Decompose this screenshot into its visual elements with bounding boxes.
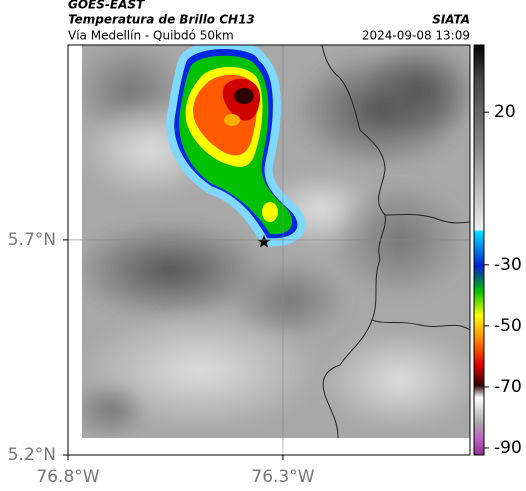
map-margin [68,45,82,455]
cloud-patch [224,114,240,126]
y-tick-label: 5.2°N [8,445,56,465]
colorbar [473,44,485,456]
colorbar-tick-label: -50 [494,316,522,336]
title: GOES-EAST [68,0,145,12]
x-tick-label: 76.3°W [251,467,314,487]
map-margin [68,438,470,455]
colorbar-tick-label: -90 [494,438,522,458]
border [322,319,373,438]
timestamp: 2024-09-08 13:09 [362,29,470,43]
x-tick-label: 76.8°W [36,467,99,487]
city-marker [257,235,271,248]
y-tick-label: 5.7°N [8,230,56,250]
region: Vía Medellín - Quibdó 50km [68,29,234,43]
cloud-core [234,88,254,104]
satellite-image [82,45,470,438]
map-frame [67,44,471,456]
colorbar-tick-label: -30 [494,255,522,275]
colorbar-tick-label: 20 [494,102,516,122]
source: SIATA [432,13,470,27]
border [384,213,470,224]
cloud-patch [262,202,278,222]
colorbar-tick-label: -70 [494,377,522,397]
subtitle: Temperatura de Brillo CH13 [68,13,255,27]
